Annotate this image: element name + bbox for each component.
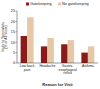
y-label: Visits to Specialists(% of All Visits) [1, 22, 9, 52]
tick-label: 0 [13, 61, 15, 65]
bar [81, 53, 87, 63]
bar [47, 38, 53, 63]
bar [88, 46, 94, 63]
label-line: Headache [39, 64, 55, 68]
chart: 0 5 10 15 20 25 Low backpain Headache Gastro-eso… [0, 0, 100, 89]
label-line: Asthma [82, 64, 94, 68]
tick-label: 10 [11, 41, 15, 45]
bar [61, 44, 67, 63]
category-label: Headache [39, 64, 55, 68]
label-line: pain [24, 68, 31, 72]
category-label: Gastro-esophagealreflux [59, 64, 77, 75]
y-axis [17, 11, 18, 63]
tick-label: 20 [11, 20, 15, 24]
label-line: (% of All Visits) [4, 25, 8, 48]
legend-swatch [58, 3, 61, 6]
legend-label: No gatekeeping [62, 2, 89, 6]
tick-label: 15 [11, 30, 15, 34]
bar [21, 36, 27, 63]
tick-label: 25 [11, 9, 15, 13]
tick-label: 5 [13, 51, 15, 55]
bar [27, 17, 33, 63]
category-label: Asthma [82, 64, 94, 68]
legend-label: Gatekeeping [30, 2, 52, 6]
bar [41, 46, 47, 63]
bar [68, 40, 74, 63]
x-label: Reason for Visit [42, 82, 73, 87]
bars [21, 17, 95, 63]
category-label: Low backpain [20, 64, 35, 72]
label-line: reflux [63, 71, 72, 75]
legend-swatch [26, 3, 29, 6]
